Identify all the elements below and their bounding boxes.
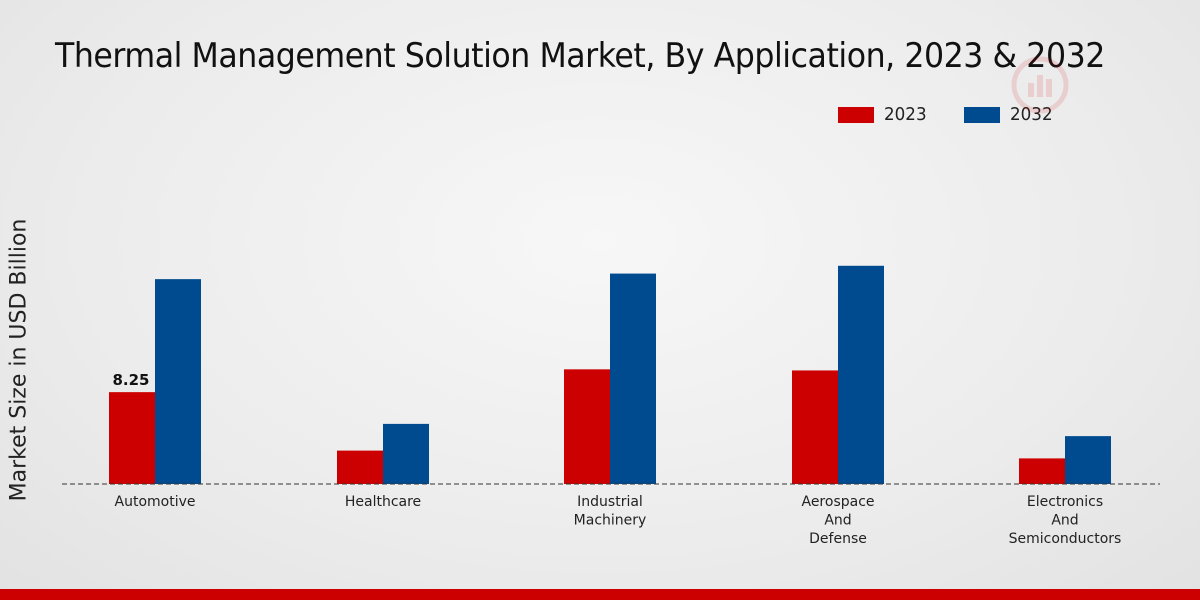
- watermark-logo-icon: [1011, 56, 1069, 114]
- legend-item-2032: 2032: [963, 104, 1056, 125]
- bar-2032-aerospace-and-defense: [838, 265, 884, 484]
- bar-2032-industrial-machinery: [610, 273, 656, 484]
- chart-title: Thermal Management Solution Market, By A…: [55, 36, 1105, 76]
- x-tick-label: Industrial: [577, 494, 643, 510]
- x-tick-label: Machinery: [574, 513, 647, 529]
- bar-2023-electronics-and-semiconductors: [1019, 458, 1065, 484]
- legend-swatch-2023: [838, 106, 874, 123]
- x-tick-label: Aerospace: [801, 494, 874, 510]
- bar-2032-healthcare: [383, 423, 429, 484]
- bar-2023-automotive: [109, 392, 155, 484]
- legend-item-2023: 2023: [838, 104, 930, 125]
- bar-2023-aerospace-and-defense: [792, 370, 838, 484]
- x-tick-label: Healthcare: [345, 494, 421, 510]
- x-tick-label: And: [824, 513, 851, 529]
- legend-label-2023: 2023: [884, 104, 927, 125]
- bar-2023-industrial-machinery: [564, 369, 610, 484]
- x-tick-label: Defense: [809, 531, 867, 547]
- legend-swatch-2032: [963, 106, 1000, 123]
- legend-label-2032: 2032: [1009, 104, 1053, 125]
- bottom-accent-bar: [0, 589, 1200, 600]
- data-label: 8.25: [112, 371, 149, 389]
- bar-2023-healthcare: [337, 450, 383, 484]
- legend: 2023 2032: [838, 104, 1090, 125]
- x-tick-label: And: [1051, 513, 1078, 529]
- x-tick-label: Automotive: [115, 494, 196, 510]
- x-tick-label: Semiconductors: [1009, 531, 1122, 547]
- x-tick-label: Electronics: [1027, 494, 1103, 510]
- bar-2032-electronics-and-semiconductors: [1065, 436, 1111, 484]
- bar-2032-automotive: [155, 279, 201, 484]
